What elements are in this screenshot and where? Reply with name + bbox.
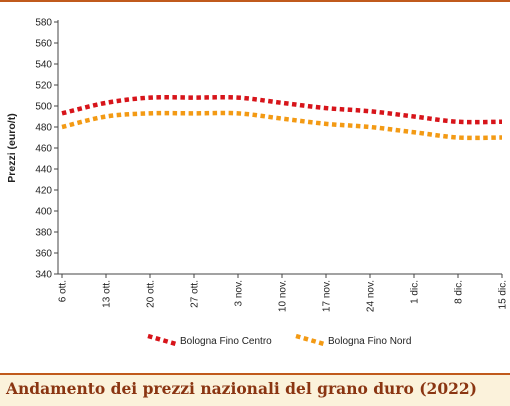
series-line-1 bbox=[61, 94, 503, 125]
y-ticks: 340 360 380 400 420 440 460 480 500 520 540 560 580 bbox=[35, 18, 58, 281]
y-tick-label: 500 bbox=[35, 102, 52, 113]
x-tick-label: 17 nov. bbox=[322, 280, 333, 312]
x-ticks: 6 ott. 13 ott. 20 ott. 27 ott. 3 nov. 10 nov.… bbox=[58, 274, 509, 312]
x-tick-label: 27 ott. bbox=[190, 280, 201, 308]
x-tick-label: 13 ott. bbox=[102, 280, 113, 308]
y-tick-label: 400 bbox=[35, 207, 52, 218]
legend-swatch-1 bbox=[147, 333, 177, 347]
series-line-2 bbox=[61, 110, 503, 141]
x-tick-label: 3 nov. bbox=[234, 280, 245, 307]
y-axis-label-group: Prezzi (euro/t) bbox=[6, 113, 18, 182]
series-lines bbox=[61, 94, 503, 141]
y-tick-label: 480 bbox=[35, 123, 52, 134]
y-tick-label: 360 bbox=[35, 249, 52, 260]
x-tick-label: 15 dic. bbox=[498, 280, 509, 309]
y-tick-label: 440 bbox=[35, 165, 52, 176]
y-tick-label: 520 bbox=[35, 81, 52, 92]
y-tick-label: 580 bbox=[35, 18, 52, 29]
y-tick-label: 460 bbox=[35, 144, 52, 155]
y-tick-label: 540 bbox=[35, 60, 52, 71]
x-tick-label: 1 dic. bbox=[410, 280, 421, 304]
y-tick-label: 560 bbox=[35, 39, 52, 50]
axes bbox=[57, 20, 502, 275]
x-tick-label: 20 ott. bbox=[146, 280, 157, 308]
y-axis-title: Prezzi (euro/t) bbox=[6, 113, 18, 182]
x-tick-label: 6 ott. bbox=[58, 280, 69, 302]
y-tick-label: 380 bbox=[35, 228, 52, 239]
legend-label-1: Bologna Fino Centro bbox=[180, 336, 272, 347]
chart-title: Andamento dei prezzi nazionali del grano… bbox=[6, 379, 478, 398]
legend: Bologna Fino Centro Bologna Fino Nord bbox=[147, 333, 411, 347]
x-tick-label: 10 nov. bbox=[278, 280, 289, 312]
legend-swatch-2 bbox=[295, 333, 325, 347]
y-tick-label: 420 bbox=[35, 186, 52, 197]
y-tick-label: 340 bbox=[35, 270, 52, 281]
x-tick-label: 8 dic. bbox=[454, 280, 465, 304]
x-tick-label: 24 nov. bbox=[366, 280, 377, 312]
legend-label-2: Bologna Fino Nord bbox=[328, 336, 411, 347]
chart-title-bar: Andamento dei prezzi nazionali del grano… bbox=[0, 373, 510, 406]
